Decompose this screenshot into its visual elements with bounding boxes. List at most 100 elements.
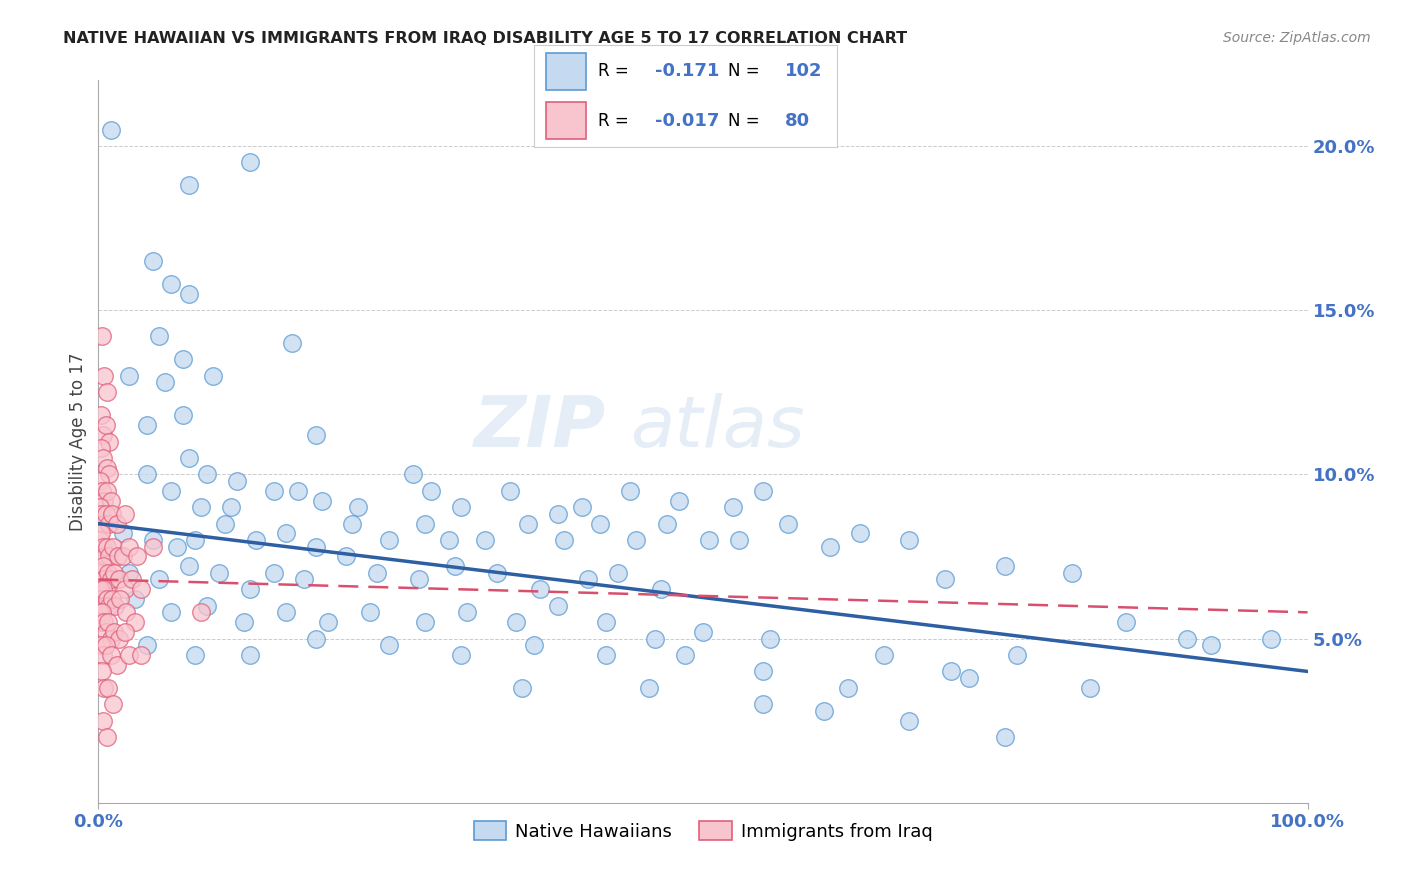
Point [94, 599, 117, 613]
Point [274, 526, 297, 541]
Point [994, 559, 1017, 574]
Point [100, 122, 122, 136]
Point [91, 648, 114, 662]
Point [97, 599, 120, 613]
Point [626, 533, 648, 547]
Point [97, 615, 120, 630]
Point [450, 500, 472, 515]
Point [292, 573, 315, 587]
Point [673, 648, 696, 662]
Point [93, 493, 115, 508]
Point [849, 526, 872, 541]
Point [437, 533, 460, 547]
Point [402, 467, 425, 482]
Point [91, 559, 114, 574]
Point [124, 615, 146, 630]
Point [89, 533, 111, 547]
Text: R =: R = [598, 62, 634, 80]
Point [184, 648, 207, 662]
Point [115, 605, 138, 619]
Point [93, 368, 115, 383]
Point [1007, 648, 1029, 662]
Point [576, 573, 599, 587]
Point [90, 638, 112, 652]
Point [96, 385, 118, 400]
Point [316, 615, 339, 630]
Point [91, 483, 114, 498]
Point [897, 714, 920, 728]
Point [650, 582, 672, 597]
Point [96, 582, 118, 597]
Point [135, 467, 157, 482]
Point [195, 467, 218, 482]
Point [118, 648, 141, 662]
Point [105, 657, 128, 672]
Point [89, 474, 111, 488]
Point [160, 605, 183, 619]
Point [934, 573, 956, 587]
Point [263, 483, 285, 498]
Text: atlas: atlas [630, 392, 806, 461]
Point [94, 549, 117, 564]
Point [505, 615, 527, 630]
Point [444, 559, 467, 574]
Point [129, 57, 152, 71]
Point [619, 483, 641, 498]
Point [124, 592, 146, 607]
Point [305, 632, 328, 646]
Point [758, 632, 780, 646]
Point [818, 540, 841, 554]
Point [263, 566, 285, 580]
Point [547, 507, 569, 521]
Point [129, 648, 152, 662]
Point [114, 507, 136, 521]
Point [142, 533, 165, 547]
Point [1175, 632, 1198, 646]
Point [723, 500, 745, 515]
Point [142, 540, 165, 554]
Bar [547, 53, 586, 90]
Point [91, 599, 114, 613]
Point [135, 638, 157, 652]
Point [160, 483, 183, 498]
Point [104, 599, 127, 613]
Point [121, 573, 143, 587]
Point [377, 533, 399, 547]
Point [486, 566, 509, 580]
Point [108, 592, 131, 607]
Point [100, 648, 122, 662]
Point [752, 665, 775, 679]
Text: R =: R = [598, 112, 634, 129]
Point [127, 549, 149, 564]
Point [90, 592, 112, 607]
Point [111, 549, 134, 564]
Text: ZIP: ZIP [474, 392, 606, 461]
Point [595, 648, 617, 662]
Point [239, 155, 262, 169]
Point [335, 549, 357, 564]
Point [100, 507, 122, 521]
Point [655, 516, 678, 531]
Point [96, 483, 118, 498]
Text: Source: ZipAtlas.com: Source: ZipAtlas.com [1223, 31, 1371, 45]
Point [90, 526, 112, 541]
Text: 102: 102 [785, 62, 823, 80]
Point [129, 582, 152, 597]
Point [873, 648, 896, 662]
Point [637, 681, 659, 695]
Point [239, 648, 262, 662]
Bar [547, 102, 586, 139]
Point [190, 605, 212, 619]
Point [100, 493, 122, 508]
Point [142, 254, 165, 268]
Point [179, 450, 201, 465]
Point [148, 573, 170, 587]
Point [752, 698, 775, 712]
Point [93, 681, 115, 695]
Point [668, 493, 690, 508]
Point [105, 516, 128, 531]
Point [94, 418, 117, 433]
Text: 80: 80 [785, 112, 810, 129]
Point [97, 566, 120, 580]
Point [114, 582, 136, 597]
